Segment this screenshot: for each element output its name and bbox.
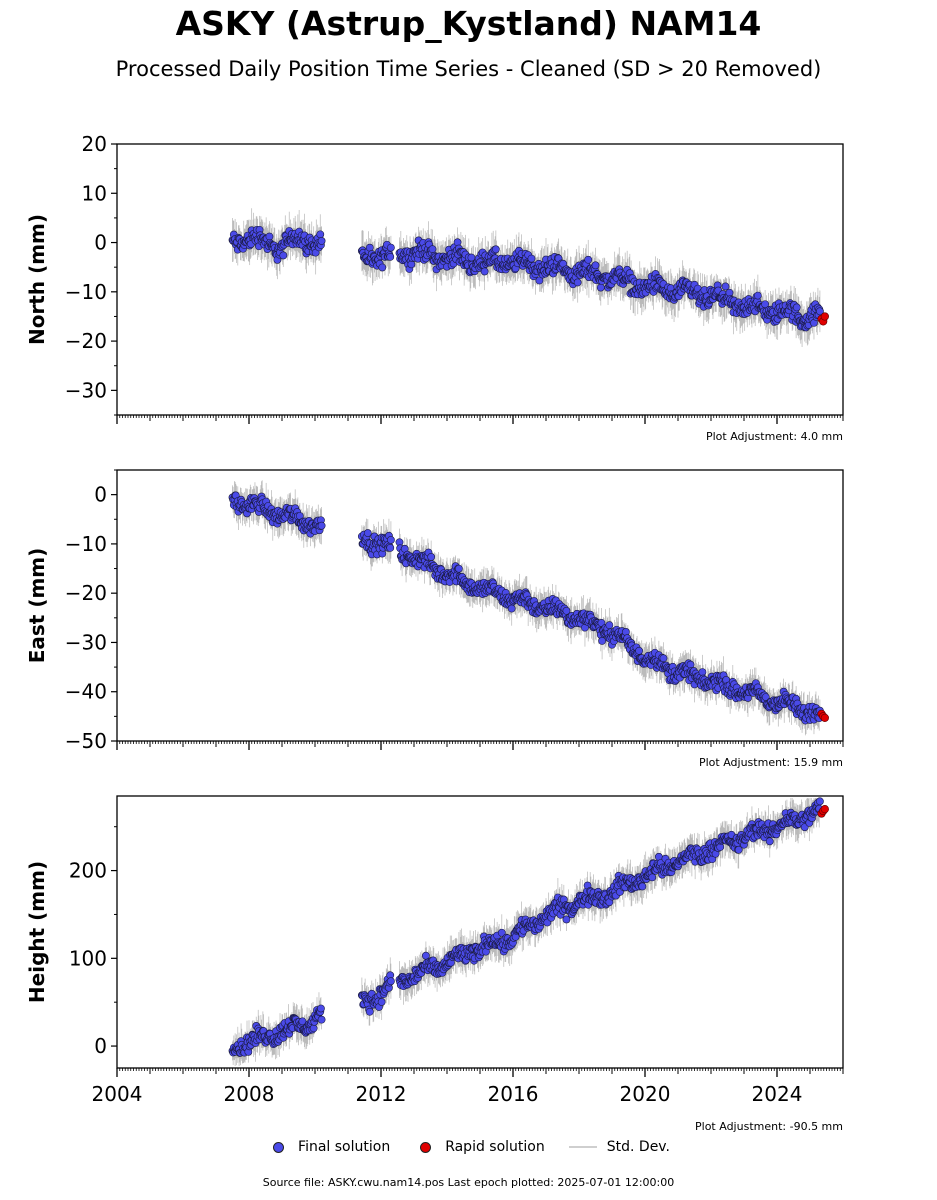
final-solution-point xyxy=(725,288,734,297)
rapid-solution-point xyxy=(820,312,829,321)
final-solution-point xyxy=(279,251,288,260)
panel-1: 20 10 0 −10 −20 −30 North (mm) Plot Adjustment:… xyxy=(25,132,844,443)
y-tick-label: −10 xyxy=(65,532,107,556)
final-solution-point xyxy=(535,276,544,285)
y-tick-label: −30 xyxy=(65,378,107,402)
std-dev-bars xyxy=(232,208,821,348)
final-solution-point xyxy=(491,245,500,254)
plot-adjustment-note: Plot Adjustment: 4.0 mm xyxy=(706,430,843,443)
final-solution-point xyxy=(792,303,801,312)
final-solution-point xyxy=(377,998,386,1006)
y-tick-label: −20 xyxy=(65,329,107,353)
final-solution-point xyxy=(527,254,536,263)
panel-2: 0 −10 −20 −30 −40 −50 East (mm) Plot Adjustment… xyxy=(25,469,844,769)
final-solution-point xyxy=(386,543,395,552)
final-solution-points xyxy=(228,491,824,725)
rapid-solution-points xyxy=(817,709,829,722)
chart-subtitle: Processed Daily Position Time Series - C… xyxy=(115,57,822,81)
final-solution-point xyxy=(316,230,325,239)
final-solution-point xyxy=(753,291,762,300)
rapid-solution-point xyxy=(820,713,829,722)
final-solution-point xyxy=(407,260,416,269)
final-solution-point xyxy=(386,977,395,986)
final-solution-point xyxy=(317,237,326,245)
final-solution-point xyxy=(467,253,476,262)
y-axis-label: East (mm) xyxy=(25,548,49,664)
final-solution-point xyxy=(365,1007,374,1016)
final-solution-point xyxy=(698,668,707,677)
final-solution-point xyxy=(454,564,463,573)
final-solution-point xyxy=(597,618,606,627)
final-solution-points xyxy=(228,797,824,1057)
y-tick-label: −20 xyxy=(65,581,107,605)
final-solution-point xyxy=(480,267,489,276)
final-solution-point xyxy=(507,604,516,613)
final-solution-point xyxy=(816,307,824,316)
final-solution-point xyxy=(598,637,606,645)
final-solution-point xyxy=(298,1017,307,1026)
final-solution-point xyxy=(363,529,372,537)
y-axis-label: North (mm) xyxy=(25,214,49,345)
y-tick-label: 20 xyxy=(82,132,107,156)
final-solution-point xyxy=(635,646,643,655)
final-solution-point xyxy=(573,278,582,287)
final-solution-point xyxy=(427,552,436,561)
final-solution-point xyxy=(721,282,730,291)
final-solution-point xyxy=(591,261,600,270)
final-solution-point xyxy=(317,1004,325,1013)
y-tick-label: −40 xyxy=(65,680,107,704)
final-solution-points xyxy=(228,225,824,332)
final-solution-point xyxy=(365,243,374,252)
final-solution-point xyxy=(584,255,593,264)
y-tick-label: 0 xyxy=(94,483,107,507)
plot-adjustment-note: Plot Adjustment: 15.9 mm xyxy=(699,756,843,769)
final-solution-point xyxy=(386,252,395,261)
final-solution-point xyxy=(659,654,668,663)
chart-title: ASKY (Astrup_Kystland) NAM14 xyxy=(175,4,762,43)
final-solution-point xyxy=(562,606,571,615)
final-solution-point xyxy=(386,243,395,252)
final-solution-point xyxy=(596,283,605,292)
final-solution-point xyxy=(605,621,614,630)
final-solution-point xyxy=(317,1015,326,1024)
final-solution-point xyxy=(428,245,437,254)
final-solution-point xyxy=(317,521,326,530)
y-tick-label: 10 xyxy=(82,181,107,205)
y-tick-label: 0 xyxy=(94,231,107,255)
final-solution-point xyxy=(378,263,387,272)
final-solution-point xyxy=(386,536,395,544)
final-solution-point xyxy=(309,1024,318,1033)
final-solution-point xyxy=(686,660,695,669)
final-solution-point xyxy=(621,628,630,636)
y-tick-label: −30 xyxy=(65,630,107,654)
y-tick-label: −10 xyxy=(65,280,107,304)
rapid-solution-points xyxy=(817,312,829,326)
y-tick-label: −50 xyxy=(65,729,107,753)
